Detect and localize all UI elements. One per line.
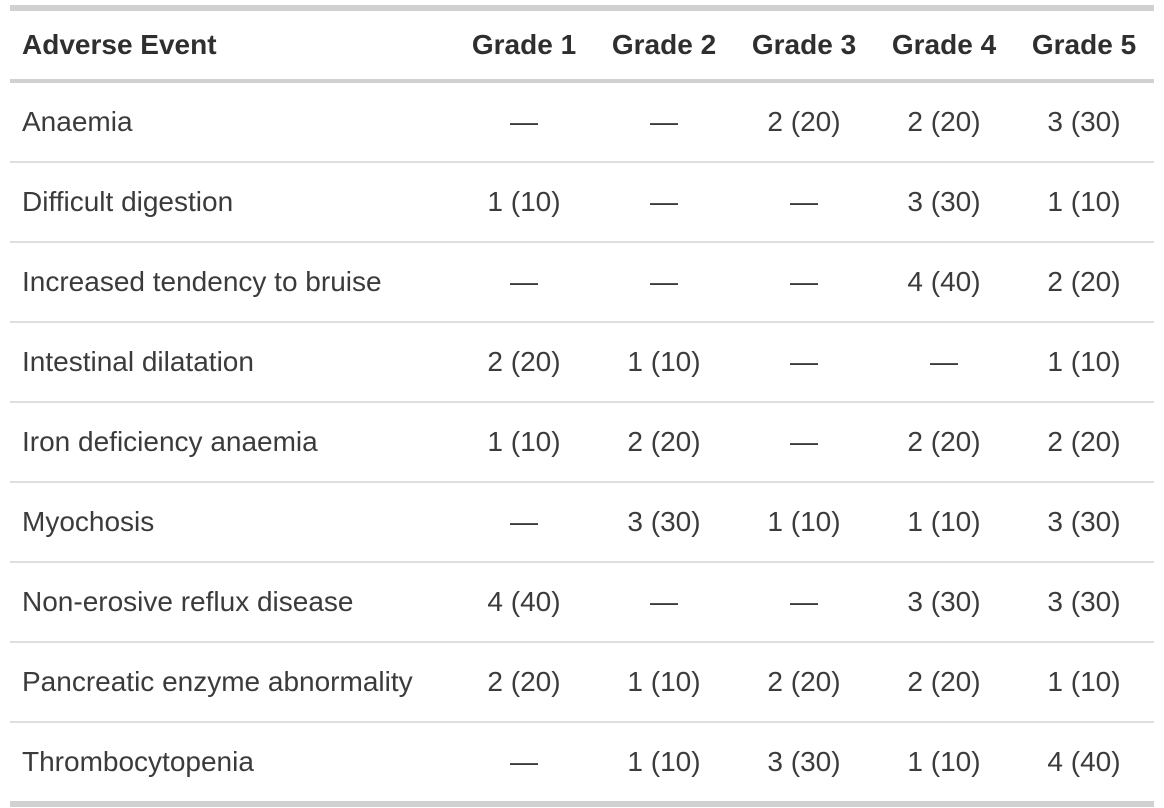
grade-4-value: 3 (30) xyxy=(874,161,1014,242)
grade-3-value: 1 (10) xyxy=(734,481,874,562)
adverse-event-name: Intestinal dilatation xyxy=(10,321,454,402)
adverse-event-name: Myochosis xyxy=(10,481,454,562)
grade-5-value: 3 (30) xyxy=(1047,106,1121,137)
grade-1-value: — xyxy=(454,241,594,322)
grade-1-value: — xyxy=(510,106,538,137)
adverse-event-name: Increased tendency to bruise xyxy=(10,241,454,322)
grade-3-value: — xyxy=(734,321,874,402)
grade-2-value: 2 (20) xyxy=(594,401,734,482)
grade-1-value: 1 (10) xyxy=(454,161,594,242)
column-header-grade-2: Grade 2 xyxy=(594,8,734,83)
adverse-event-name: Anaemia xyxy=(22,106,133,137)
grade-4-value: 1 (10) xyxy=(874,721,1014,804)
column-header-adverse-event: Adverse Event xyxy=(10,8,454,83)
table-row: Myochosis —3 (30) 1 (10) 1 (10) 3 (30) xyxy=(10,481,1154,562)
grade-4-value: — xyxy=(874,321,1014,402)
grade-3-value: — xyxy=(734,241,874,322)
grade-5-value: 4 (40) xyxy=(1014,721,1154,804)
grade-2-value: — xyxy=(594,161,734,242)
table-row: Iron deficiency anaemia 1 (10) 2 (20) —2 (2… xyxy=(10,401,1154,482)
grade-4-value: 2 (20) xyxy=(874,401,1014,482)
grade-2-value: 3 (30) xyxy=(594,481,734,562)
grade-4-value: 3 (30) xyxy=(874,561,1014,642)
grade-1-value: — xyxy=(454,721,594,804)
table-row: Increased tendency to bruise — — —4 (40) 2 (… xyxy=(10,241,1154,322)
adverse-event-name: Difficult digestion xyxy=(10,161,454,242)
adverse-event-name: Non-erosive reflux disease xyxy=(10,561,454,642)
table-row: Thrombocytopenia —1 (10) 3 (30) 1 (10) 4 (40… xyxy=(10,721,1154,804)
column-header-grade-3: Grade 3 xyxy=(734,8,874,83)
grade-2-value: 1 (10) xyxy=(594,641,734,722)
grade-5-value: 3 (30) xyxy=(1014,561,1154,642)
grade-4-value: 2 (20) xyxy=(907,106,981,137)
grade-1-value: 2 (20) xyxy=(454,321,594,402)
adverse-event-name: Pancreatic enzyme abnormality xyxy=(10,641,454,722)
grade-5-value: 2 (20) xyxy=(1014,241,1154,322)
grade-1-value: — xyxy=(454,481,594,562)
table-row: Pancreatic enzyme abnormality 2 (20) 1 (10… xyxy=(10,641,1154,722)
grade-3-value: 2 (20) xyxy=(767,106,841,137)
grade-2-value: — xyxy=(650,106,678,137)
table-header: Adverse Event Grade 1 Grade 2 Grade 3 Grade … xyxy=(10,8,1154,83)
grade-5-value: 1 (10) xyxy=(1014,321,1154,402)
adverse-event-name: Iron deficiency anaemia xyxy=(10,401,454,482)
table-body: Anaemia — —2 (20) 2 (20) 3 (30) Difficult dig… xyxy=(10,81,1154,804)
grade-2-value: 1 (10) xyxy=(594,321,734,402)
grade-1-value: 2 (20) xyxy=(454,641,594,722)
column-header-grade-5: Grade 5 xyxy=(1014,8,1154,83)
table-row: Difficult digestion 1 (10) — —3 (30) 1 (10) xyxy=(10,161,1154,242)
grade-2-value: 1 (10) xyxy=(594,721,734,804)
grade-3-value: — xyxy=(734,561,874,642)
table-row: Intestinal dilatation 2 (20) 1 (10) — —1 (10… xyxy=(10,321,1154,402)
grade-5-value: 2 (20) xyxy=(1014,401,1154,482)
grade-3-value: 2 (20) xyxy=(734,641,874,722)
grade-1-value: 1 (10) xyxy=(454,401,594,482)
adverse-events-table: Adverse Event Grade 1 Grade 2 Grade 3 Grade … xyxy=(10,5,1154,807)
grade-4-value: 4 (40) xyxy=(874,241,1014,322)
table-row: Anaemia — — 2 (20) 2 (20) 3 (30) xyxy=(10,81,1154,162)
grade-4-value: 2 (20) xyxy=(874,641,1014,722)
header-row: Adverse Event Grade 1 Grade 2 Grade 3 Grade … xyxy=(10,8,1154,83)
grade-2-value: — xyxy=(594,561,734,642)
grade-5-value: 1 (10) xyxy=(1014,161,1154,242)
grade-5-value: 1 (10) xyxy=(1014,641,1154,722)
column-header-grade-1: Grade 1 xyxy=(454,8,594,83)
grade-4-value: 1 (10) xyxy=(874,481,1014,562)
grade-3-value: 3 (30) xyxy=(734,721,874,804)
table-row: Non-erosive reflux disease 4 (40) — —3 (30)… xyxy=(10,561,1154,642)
column-header-grade-4: Grade 4 xyxy=(874,8,1014,83)
grade-3-value: — xyxy=(734,401,874,482)
adverse-event-name: Thrombocytopenia xyxy=(10,721,454,804)
grade-5-value: 3 (30) xyxy=(1014,481,1154,562)
grade-3-value: — xyxy=(734,161,874,242)
grade-1-value: 4 (40) xyxy=(454,561,594,642)
grade-2-value: — xyxy=(594,241,734,322)
